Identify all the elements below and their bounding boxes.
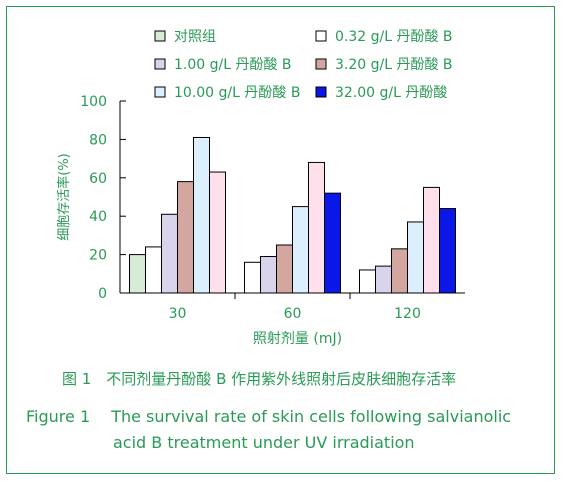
legend-label: 1.00 g/L 丹酚酸 B: [174, 57, 292, 73]
bar: [359, 269, 376, 294]
bar: [129, 254, 146, 294]
caption-en-line1: Figure 1 The survival rate of skin cells…: [26, 407, 512, 426]
legend-swatch: [154, 58, 166, 70]
bar: [209, 171, 226, 294]
bar: [407, 221, 424, 294]
legend-swatch: [154, 30, 166, 42]
x-tick-label: 60: [284, 306, 302, 322]
figure-frame: [6, 6, 555, 474]
y-axis-label: 细胞存活率(%): [56, 153, 72, 241]
y-tick-label: 80: [89, 132, 107, 148]
bar: [423, 186, 440, 294]
caption-en: Figure 1 The survival rate of skin cells…: [26, 404, 511, 456]
bar: [292, 206, 309, 294]
caption-en-line2: acid B treatment under UV irradiation: [113, 433, 415, 452]
y-tick-label: 0: [98, 286, 107, 302]
x-tick-label: 120: [394, 306, 421, 322]
bar: [193, 136, 210, 294]
legend-swatch: [154, 86, 166, 98]
bar: [391, 248, 408, 294]
bar: [308, 161, 325, 294]
bar: [161, 213, 178, 294]
y-tick-label: 100: [80, 94, 107, 110]
bar: [276, 244, 293, 294]
legend-label: 32.00 g/L 丹酚酸: [335, 85, 447, 101]
x-axis-label: 照射剂量 (mJ): [253, 331, 342, 347]
legend-label: 0.32 g/L 丹酚酸 B: [335, 29, 453, 45]
legend-swatch: [315, 30, 327, 42]
bar: [439, 208, 456, 294]
legend-label: 3.20 g/L 丹酚酸 B: [335, 57, 453, 73]
caption-cn: 图 1 不同剂量丹酚酸 B 作用紫外线照射后皮肤细胞存活率: [62, 370, 457, 388]
y-tick-label: 60: [89, 171, 107, 187]
legend-swatch: [315, 86, 327, 98]
legend-label: 10.00 g/L 丹酚酸 B: [174, 85, 300, 101]
bar: [324, 192, 341, 294]
y-tick-label: 20: [89, 248, 107, 264]
y-tick-label: 40: [89, 209, 107, 225]
bar: [375, 265, 392, 294]
x-tick-label: 30: [169, 306, 187, 322]
legend-label: 对照组: [174, 29, 216, 45]
bar: [260, 256, 277, 294]
bar: [145, 246, 162, 294]
bar: [177, 181, 194, 294]
bar: [244, 261, 261, 294]
legend-swatch: [315, 58, 327, 70]
